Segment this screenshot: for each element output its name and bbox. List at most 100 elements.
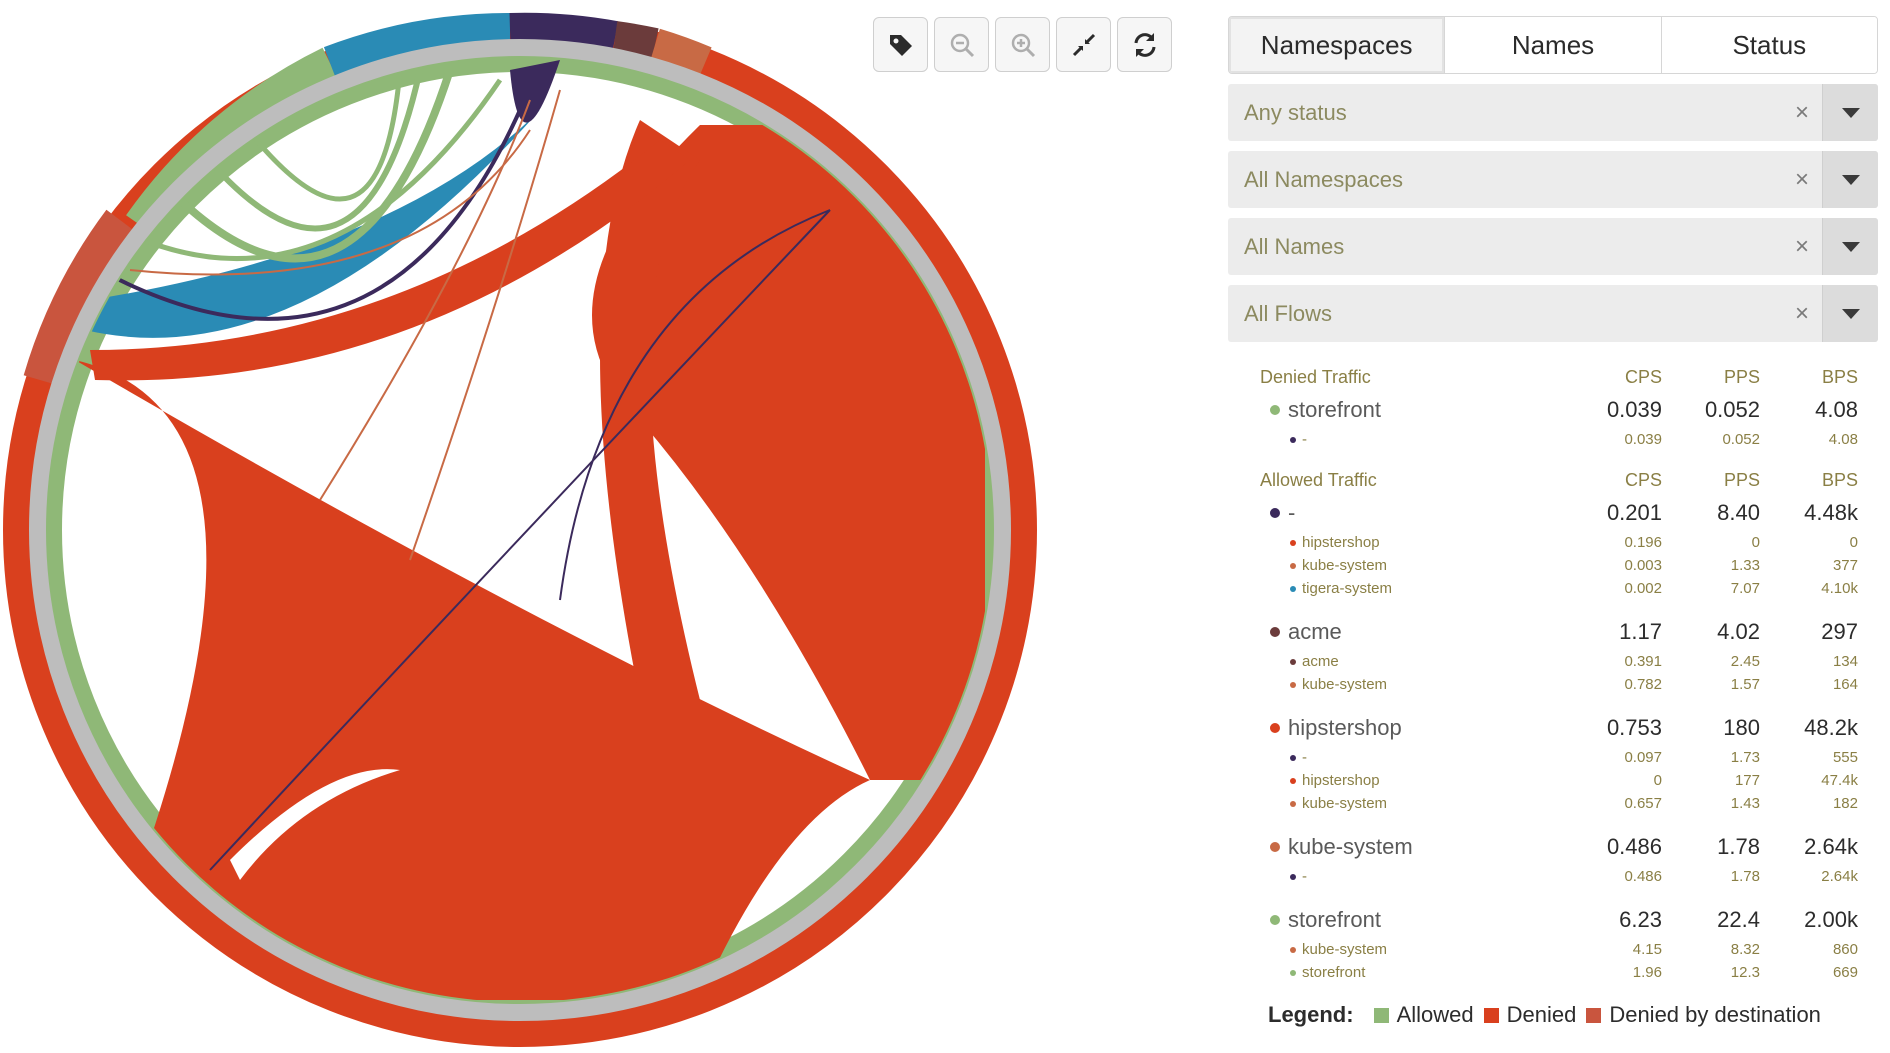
sub-row[interactable]: storefront 1.96 12.3 669 bbox=[1260, 961, 1858, 984]
pps-value: 1.43 bbox=[1730, 795, 1760, 812]
sub-row[interactable]: - 0.486 1.78 2.64k bbox=[1260, 865, 1858, 888]
traffic-group: storefront 6.23 22.4 2.00k kube-system 4… bbox=[1260, 902, 1858, 984]
sub-name: hipstershop bbox=[1302, 534, 1380, 551]
namespace-filter-value[interactable]: All Namespaces bbox=[1244, 166, 1403, 192]
pps-value: 22.4 bbox=[1717, 907, 1760, 932]
cps-value: 1.96 bbox=[1632, 964, 1662, 981]
dropdown-button[interactable] bbox=[1822, 218, 1878, 275]
clear-icon[interactable]: × bbox=[1794, 232, 1809, 260]
legend-label-denied: Denied bbox=[1506, 1002, 1577, 1027]
flow-filter[interactable]: All Flows × bbox=[1228, 285, 1878, 342]
legend-swatch-denied bbox=[1483, 1007, 1499, 1023]
dropdown-button[interactable] bbox=[1822, 151, 1878, 208]
clear-icon[interactable]: × bbox=[1794, 165, 1809, 193]
sub-name: kube-system bbox=[1302, 941, 1388, 958]
traffic-group: kube-system 0.486 1.78 2.64k - 0.486 1.7… bbox=[1260, 829, 1858, 888]
pps-value: 2.45 bbox=[1730, 653, 1760, 670]
group-row[interactable]: kube-system 0.486 1.78 2.64k bbox=[1260, 829, 1858, 865]
view-tabs: Namespaces Names Status bbox=[1228, 16, 1878, 74]
sub-row[interactable]: hipstershop 0.196 0 0 bbox=[1260, 531, 1858, 554]
flow-filter-value[interactable]: All Flows bbox=[1244, 300, 1333, 326]
cps-value: 0.486 bbox=[1606, 834, 1662, 859]
bps-header: BPS bbox=[1821, 366, 1858, 387]
cps-value: 4.15 bbox=[1632, 941, 1662, 958]
clear-icon[interactable]: × bbox=[1794, 98, 1809, 126]
group-row[interactable]: storefront 6.23 22.4 2.00k bbox=[1260, 902, 1858, 938]
name-filter[interactable]: All Names × bbox=[1228, 218, 1878, 275]
namespace-filter[interactable]: All Namespaces × bbox=[1228, 151, 1878, 208]
legend-swatch-allowed bbox=[1373, 1007, 1389, 1023]
group-row[interactable]: acme 1.17 4.02 297 bbox=[1260, 614, 1858, 650]
sub-row[interactable]: kube-system 0.782 1.57 164 bbox=[1260, 673, 1858, 696]
dropdown-button[interactable] bbox=[1822, 84, 1878, 141]
sub-name: - bbox=[1302, 431, 1307, 448]
bps-value: 860 bbox=[1832, 941, 1858, 958]
cps-value: 0 bbox=[1653, 772, 1662, 789]
caret-down-icon bbox=[1841, 308, 1860, 319]
namespace-dot bbox=[1290, 946, 1296, 953]
sub-row[interactable]: kube-system 4.15 8.32 860 bbox=[1260, 938, 1858, 961]
caret-down-icon bbox=[1841, 174, 1860, 185]
sub-row[interactable]: kube-system 0.003 1.33 377 bbox=[1260, 554, 1858, 577]
pps-value: 0.052 bbox=[1722, 431, 1760, 448]
bps-value: 4.10k bbox=[1821, 580, 1858, 597]
name-filter-value[interactable]: All Names bbox=[1244, 233, 1345, 259]
cps-value: 0.196 bbox=[1624, 534, 1662, 551]
tab-names[interactable]: Names bbox=[1444, 17, 1661, 73]
bps-value: 182 bbox=[1832, 795, 1858, 812]
dropdown-button[interactable] bbox=[1822, 285, 1878, 342]
group-name: storefront bbox=[1288, 907, 1381, 932]
bps-header: BPS bbox=[1821, 469, 1858, 490]
caret-down-icon bbox=[1841, 241, 1860, 252]
allowed-header: Allowed Traffic CPS PPS BPS bbox=[1260, 465, 1858, 495]
refresh-button[interactable] bbox=[1117, 17, 1172, 72]
cps-value: 0.782 bbox=[1624, 676, 1662, 693]
tag-button[interactable] bbox=[873, 17, 928, 72]
chords bbox=[75, 60, 985, 1000]
sub-row[interactable]: kube-system 0.657 1.43 182 bbox=[1260, 792, 1858, 815]
sub-row[interactable]: hipstershop 0 177 47.4k bbox=[1260, 769, 1858, 792]
group-row[interactable]: - 0.201 8.40 4.48k bbox=[1260, 495, 1858, 531]
zoom-out-button[interactable] bbox=[934, 17, 989, 72]
bps-value: 134 bbox=[1832, 653, 1858, 670]
refresh-icon bbox=[1134, 32, 1155, 57]
chart-toolbar bbox=[873, 17, 1172, 72]
sub-row[interactable]: - 0.097 1.73 555 bbox=[1260, 746, 1858, 769]
pps-value: 8.32 bbox=[1730, 941, 1760, 958]
namespace-dot bbox=[1290, 539, 1296, 546]
namespace-dot bbox=[1290, 436, 1296, 443]
zoom-in-button[interactable] bbox=[995, 17, 1050, 72]
chord-diagram-svg[interactable] bbox=[0, 0, 1040, 1053]
cps-value: 0.002 bbox=[1624, 580, 1662, 597]
sub-row[interactable]: acme 0.391 2.45 134 bbox=[1260, 650, 1858, 673]
group-row[interactable]: hipstershop 0.753 180 48.2k bbox=[1260, 710, 1858, 746]
traffic-group: storefront 0.039 0.052 4.08 - 0.039 0.05… bbox=[1260, 392, 1858, 451]
group-name: hipstershop bbox=[1288, 715, 1402, 740]
pps-value: 7.07 bbox=[1730, 580, 1760, 597]
pps-value: 0 bbox=[1751, 534, 1760, 551]
tab-status[interactable]: Status bbox=[1660, 17, 1877, 73]
namespace-dot bbox=[1290, 800, 1296, 807]
chord-diagram[interactable] bbox=[0, 0, 1040, 1053]
legend-label-allowed: Allowed bbox=[1396, 1002, 1474, 1027]
cps-value: 0.657 bbox=[1624, 795, 1662, 812]
denied-header: Denied Traffic CPS PPS BPS bbox=[1260, 362, 1858, 392]
namespace-dot bbox=[1290, 754, 1296, 761]
sub-row[interactable]: - 0.039 0.052 4.08 bbox=[1260, 428, 1858, 451]
pps-value: 8.40 bbox=[1717, 500, 1760, 525]
clear-icon[interactable]: × bbox=[1794, 299, 1809, 327]
allowed-title: Allowed Traffic bbox=[1260, 469, 1377, 490]
sub-row[interactable]: tigera-system 0.002 7.07 4.10k bbox=[1260, 577, 1858, 600]
collapse-button[interactable] bbox=[1056, 17, 1111, 72]
filter-panel: Namespaces Names Status Any status × All… bbox=[1228, 16, 1878, 1028]
status-filter[interactable]: Any status × bbox=[1228, 84, 1878, 141]
group-name: storefront bbox=[1288, 397, 1381, 422]
namespace-dot bbox=[1270, 405, 1280, 415]
tab-namespaces[interactable]: Namespaces bbox=[1229, 17, 1445, 73]
pps-value: 12.3 bbox=[1730, 964, 1760, 981]
sub-name: - bbox=[1302, 868, 1307, 885]
namespace-dot bbox=[1290, 777, 1296, 784]
group-row[interactable]: storefront 0.039 0.052 4.08 bbox=[1260, 392, 1858, 428]
status-filter-value[interactable]: Any status bbox=[1244, 99, 1347, 125]
bps-value: 555 bbox=[1832, 749, 1858, 766]
